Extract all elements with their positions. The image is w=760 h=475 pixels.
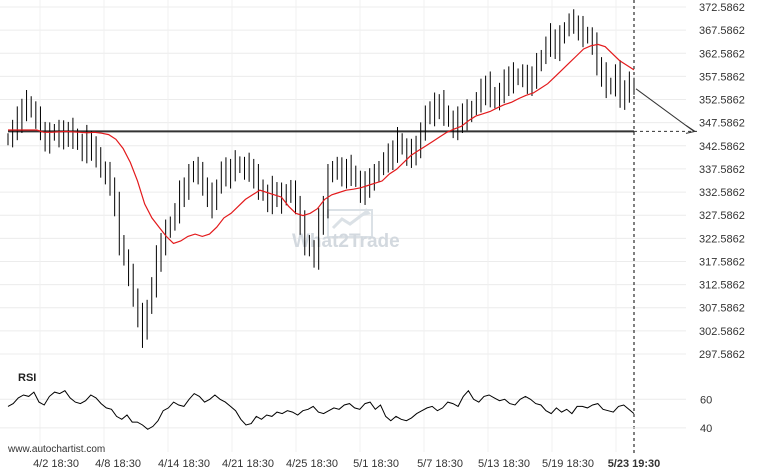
x-tick-label: 5/19 18:30	[542, 458, 594, 470]
y-tick-label: 357.5862	[699, 71, 745, 83]
y-tick-label: 347.5862	[699, 118, 745, 130]
y-tick-label: 312.5862	[699, 280, 745, 292]
y-axis: 372.5862 367.5862 362.5862 357.5862 352.5862…	[699, 2, 745, 361]
x-tick-label: 5/7 18:30	[417, 458, 463, 470]
trend-arrow-icon	[327, 208, 373, 238]
watermark-text: What2Trade	[292, 231, 400, 252]
x-tick-label: 5/13 18:30	[478, 458, 530, 470]
price-layer	[7, 9, 635, 348]
watermark: What2Trade	[292, 208, 400, 252]
y-tick-label: 302.5862	[699, 326, 745, 338]
y-tick-label: 322.5862	[699, 233, 745, 245]
y-tick-label: 342.5862	[699, 141, 745, 153]
y-tick-label: 372.5862	[699, 2, 745, 14]
x-tick-label: 4/2 18:30	[33, 458, 79, 470]
x-axis: 4/2 18:30 4/8 18:30 4/14 18:30 4/21 18:30 4/…	[33, 458, 660, 470]
y-tick-label: 327.5862	[699, 210, 745, 222]
y-tick-label: 317.5862	[699, 256, 745, 268]
forecast-arrow-head	[685, 124, 697, 134]
forecast-arrow-line	[635, 88, 695, 132]
moving-average-line	[8, 43, 635, 245]
rsi-label: RSI	[18, 372, 36, 384]
rsi-panel: RSI 60 40	[0, 372, 712, 435]
source-text: www.autochartist.com	[7, 444, 105, 455]
grid-lines	[0, 0, 686, 452]
rsi-tick-label: 60	[700, 394, 712, 406]
y-tick-label: 337.5862	[699, 164, 745, 176]
x-tick-label: 4/8 18:30	[95, 458, 141, 470]
x-tick-label: 4/21 18:30	[222, 458, 274, 470]
level-layer	[8, 0, 700, 456]
x-tick-label: 4/25 18:30	[286, 458, 338, 470]
y-tick-label: 367.5862	[699, 25, 745, 37]
moving-average-layer	[8, 43, 635, 245]
x-tick-label: 5/23 19:30	[608, 458, 661, 470]
y-tick-label: 332.5862	[699, 187, 745, 199]
y-tick-label: 307.5862	[699, 303, 745, 315]
y-tick-label: 297.5862	[699, 349, 745, 361]
y-tick-label: 362.5862	[699, 48, 745, 60]
rsi-tick-label: 40	[700, 423, 712, 435]
y-tick-label: 352.5862	[699, 95, 745, 107]
rsi-line	[7, 389, 635, 430]
x-tick-label: 4/14 18:30	[158, 458, 210, 470]
x-tick-label: 5/1 18:30	[353, 458, 399, 470]
